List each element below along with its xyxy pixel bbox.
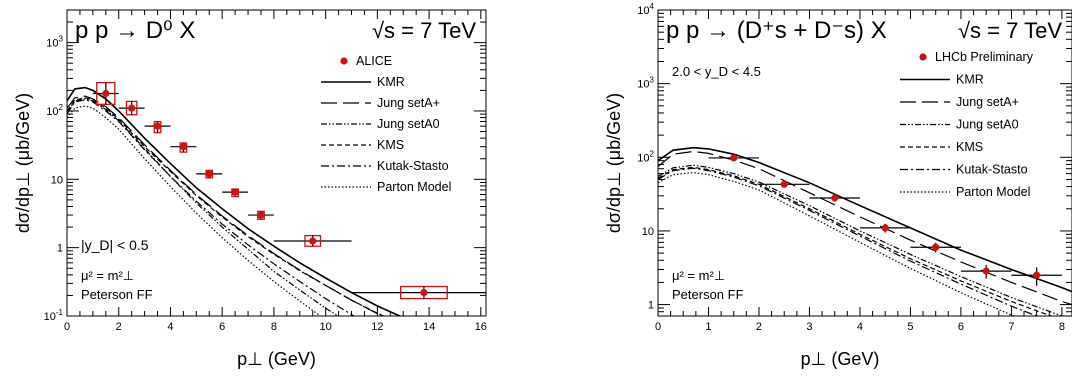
data-point bbox=[831, 194, 839, 202]
y-tick-label: 10 bbox=[642, 226, 654, 238]
rapidity-annotation: 2.0 < y_D < 4.5 bbox=[672, 64, 761, 79]
x-tick-label: 8 bbox=[1059, 321, 1065, 333]
plot-frame bbox=[66, 9, 487, 317]
data-point bbox=[102, 89, 110, 98]
x-tick-label: 0 bbox=[64, 321, 70, 333]
model-curves bbox=[658, 146, 1072, 316]
chart-title: p p → (D⁺s + D⁻s) X bbox=[666, 17, 887, 44]
curve-parton-model bbox=[658, 171, 1016, 316]
y-tick-label: 102 bbox=[46, 103, 63, 118]
energy-label: √s = 7 TeV bbox=[958, 18, 1062, 43]
chart-panel-1: 0 2 4 6 8 10 12 14 16 10-1 1 10 102 103 p⊥ (GeV) dσ/dp⊥… bbox=[13, 9, 487, 369]
legend-marker-data bbox=[340, 57, 348, 65]
data-point bbox=[982, 267, 990, 275]
legend-label: Jung setA+ bbox=[956, 95, 1019, 109]
data-point bbox=[231, 188, 239, 196]
fragmentation-annotation: Peterson FF bbox=[81, 287, 153, 302]
x-tick-label: 6 bbox=[958, 321, 964, 333]
data-point bbox=[309, 237, 317, 245]
data-point bbox=[257, 211, 265, 219]
data-points bbox=[708, 154, 1062, 286]
curve-jung-seta- bbox=[67, 95, 384, 316]
plot-frame bbox=[657, 9, 1072, 317]
model-curves bbox=[67, 86, 402, 316]
legend-label: Jung setA0 bbox=[956, 118, 1019, 132]
energy-label: √s = 7 TeV bbox=[372, 18, 476, 43]
legend-label: Kutak-Stasto bbox=[377, 159, 449, 173]
legend-label: Parton Model bbox=[956, 185, 1030, 199]
legend-label: KMS bbox=[956, 140, 983, 154]
annotations: |y_D| < 0.5 μ² = m²⊥ Peterson FF bbox=[81, 237, 153, 302]
legend-label-data: LHCb Preliminary bbox=[935, 50, 1034, 64]
chart-title: p p → D⁰ X bbox=[75, 17, 195, 44]
x-tick-label: 0 bbox=[655, 321, 661, 333]
x-tick-label: 8 bbox=[271, 321, 277, 333]
y-axis-label: dσ/dp⊥ (μb/GeV) bbox=[13, 93, 33, 233]
x-tick-label: 4 bbox=[167, 321, 173, 333]
legend-label: KMS bbox=[377, 138, 404, 152]
legend-label: Jung setA+ bbox=[377, 96, 440, 110]
curve-parton-model bbox=[67, 105, 322, 316]
legend-label: Kutak-Stasto bbox=[956, 163, 1028, 177]
legend-label: Parton Model bbox=[377, 180, 451, 194]
y-tick-label: 10 bbox=[51, 174, 63, 186]
data-point bbox=[153, 122, 162, 130]
y-tick-label: 10-1 bbox=[44, 308, 64, 323]
x-tick-label: 2 bbox=[756, 321, 762, 333]
data-point bbox=[932, 243, 940, 251]
x-tick-label: 4 bbox=[857, 321, 863, 333]
x-tick-label: 6 bbox=[219, 321, 225, 333]
x-axis-label: p⊥ (GeV) bbox=[801, 349, 880, 369]
curve-kms bbox=[67, 97, 385, 316]
curve-jung-seta0 bbox=[67, 98, 340, 316]
x-tick-label: 5 bbox=[907, 321, 913, 333]
x-tick-label: 1 bbox=[705, 321, 711, 333]
legend-label: KMR bbox=[956, 73, 984, 87]
x-tick-label: 16 bbox=[475, 321, 487, 333]
x-axis-label: p⊥ (GeV) bbox=[237, 349, 316, 369]
x-tick-label: 2 bbox=[116, 321, 122, 333]
legend-label: KMR bbox=[377, 75, 405, 89]
data-point bbox=[205, 170, 213, 178]
y-tick-label: 102 bbox=[637, 149, 654, 164]
x-tick-label: 12 bbox=[371, 321, 383, 333]
curve-jung-seta0 bbox=[658, 164, 1064, 316]
annotations: 2.0 < y_D < 4.5 μ² = m²⊥ Peterson FF bbox=[672, 64, 761, 302]
x-tick-label: 3 bbox=[806, 321, 812, 333]
fragmentation-annotation: Peterson FF bbox=[672, 287, 744, 302]
data-point bbox=[128, 104, 136, 112]
y-tick-label: 1 bbox=[648, 300, 654, 312]
curve-kutak-stasto bbox=[67, 99, 356, 316]
data-point bbox=[780, 180, 788, 188]
data-point bbox=[420, 288, 428, 297]
curve-kmr bbox=[658, 146, 1072, 293]
y-axis-label: dσ/dp⊥ (μb/GeV) bbox=[604, 93, 624, 233]
data-point bbox=[179, 143, 187, 151]
legend-label: Jung setA0 bbox=[377, 117, 440, 131]
legend-marker-data bbox=[919, 53, 927, 61]
curve-kutak-stasto bbox=[658, 167, 1039, 316]
x-tick-label: 10 bbox=[320, 321, 332, 333]
data-point bbox=[730, 154, 738, 162]
scale-annotation: μ² = m²⊥ bbox=[672, 268, 725, 283]
legend: ALICE KMR Jung setA+ Jung setA0 KMS Kutak-Sta… bbox=[321, 54, 451, 194]
legend: LHCb Preliminary KMR Jung setA+ Jung setA0 K… bbox=[900, 50, 1034, 199]
x-tick-label: 14 bbox=[423, 321, 435, 333]
data-points bbox=[92, 81, 486, 300]
y-tick-label: 103 bbox=[46, 35, 63, 50]
x-tick-label: 7 bbox=[1008, 321, 1014, 333]
curve-kms bbox=[658, 166, 1053, 316]
legend-label-data: ALICE bbox=[356, 54, 392, 68]
curve-kmr bbox=[67, 86, 402, 316]
y-tick-label: 104 bbox=[637, 2, 654, 17]
rapidity-annotation: |y_D| < 0.5 bbox=[81, 237, 149, 253]
curve-jung-seta- bbox=[658, 150, 1072, 306]
y-tick-label: 1 bbox=[57, 243, 63, 255]
y-tick-label: 103 bbox=[637, 76, 654, 91]
data-point bbox=[881, 224, 889, 232]
scale-annotation: μ² = m²⊥ bbox=[81, 268, 134, 283]
data-point bbox=[1033, 271, 1041, 279]
